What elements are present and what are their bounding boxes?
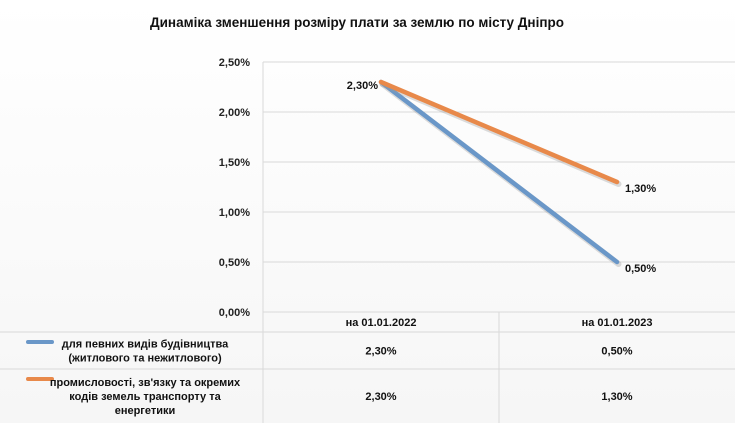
legend-label: кодів земель транспорту та xyxy=(69,391,221,403)
x-category-label: на 01.01.2023 xyxy=(582,317,653,329)
legend-label: енергетики xyxy=(115,405,176,417)
y-tick-label: 2,00% xyxy=(219,107,250,119)
data-label: 0,50% xyxy=(625,263,656,275)
y-tick-label: 1,00% xyxy=(219,207,250,219)
table-value: 2,30% xyxy=(365,391,396,403)
table-value: 1,30% xyxy=(601,391,632,403)
series-lines xyxy=(378,79,622,267)
y-tick-label: 0,50% xyxy=(219,257,250,269)
chart-title: Динаміка зменшення розміру плати за земл… xyxy=(150,15,564,30)
table-value: 2,30% xyxy=(365,346,396,358)
legend-label: промисловості, зв'язку та окремих xyxy=(50,377,241,389)
series-line xyxy=(378,79,620,185)
data-label: 2,30% xyxy=(347,80,378,92)
gridlines xyxy=(262,61,735,313)
table-value: 0,50% xyxy=(601,346,632,358)
data-label: 1,30% xyxy=(625,183,656,195)
legend-label: (житлового та нежитлового) xyxy=(68,353,222,365)
data-labels: 2,30% 0,50% 1,30% xyxy=(347,80,657,275)
y-axis-ticks: 0,00% 0,50% 1,00% 1,50% 2,00% 2,50% xyxy=(219,57,250,319)
data-table: на 01.01.2022 на 01.01.2023 для певних вид… xyxy=(0,311,735,423)
legend-label: для певних видів будівництва xyxy=(62,339,229,351)
x-category-label: на 01.01.2022 xyxy=(346,317,417,329)
y-tick-label: 0,00% xyxy=(219,307,250,319)
series-line xyxy=(378,79,620,265)
y-tick-label: 1,50% xyxy=(219,157,250,169)
y-tick-label: 2,50% xyxy=(219,57,250,69)
